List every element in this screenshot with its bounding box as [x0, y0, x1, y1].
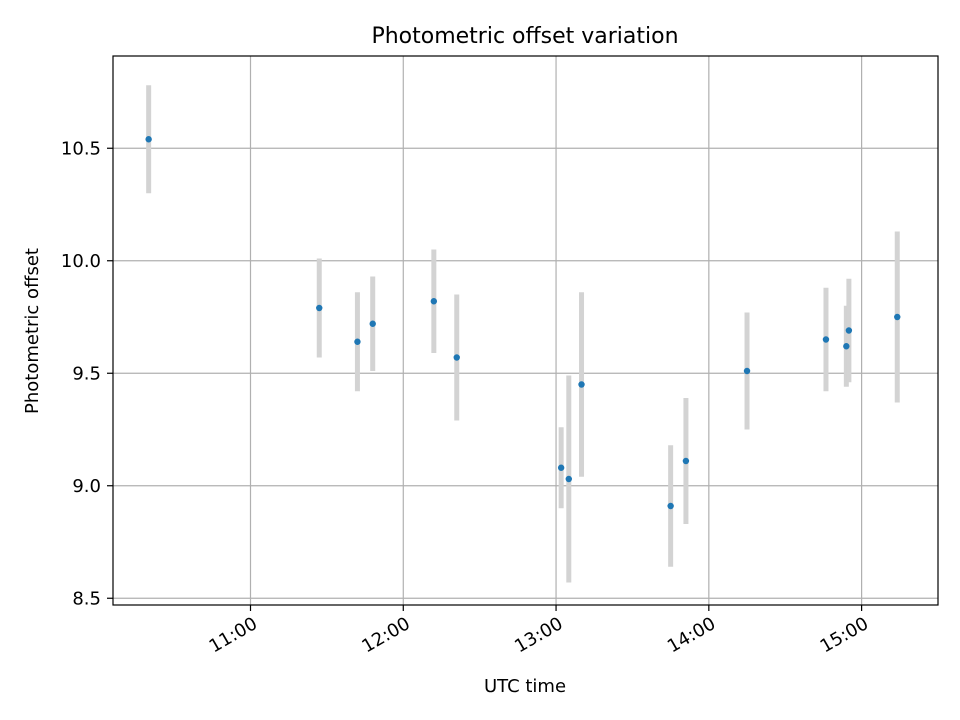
- data-point: [565, 475, 572, 483]
- data-point: [316, 304, 323, 312]
- plot-frame: [112, 55, 939, 606]
- data-point: [894, 313, 901, 321]
- data-point: [845, 327, 853, 334]
- x-axis-label: UTC time: [484, 676, 566, 697]
- data-point: [430, 298, 438, 305]
- data-point: [682, 457, 690, 465]
- data-point: [369, 320, 376, 327]
- y-tick-label: 9.0: [72, 476, 101, 497]
- data-point: [743, 367, 751, 375]
- y-tick-label: 10.5: [61, 138, 101, 159]
- data-point: [354, 338, 361, 345]
- data-point: [557, 464, 565, 471]
- y-axis-label: Photometric offset: [22, 248, 43, 414]
- data-point: [578, 381, 585, 388]
- y-axis-ticks: 8.5 9.0 9.5 10.0 10.5: [61, 138, 113, 609]
- data-point: [667, 502, 674, 510]
- data-points: [145, 136, 901, 510]
- grid: [113, 56, 938, 605]
- data-point: [145, 136, 152, 143]
- y-tick-label: 10.0: [61, 251, 101, 272]
- chart-title: Photometric offset variation: [371, 24, 678, 49]
- y-tick-label: 9.5: [72, 363, 101, 384]
- data-point: [453, 354, 460, 361]
- data-point: [822, 336, 830, 343]
- data-point: [843, 343, 850, 350]
- y-tick-label: 8.5: [72, 588, 101, 609]
